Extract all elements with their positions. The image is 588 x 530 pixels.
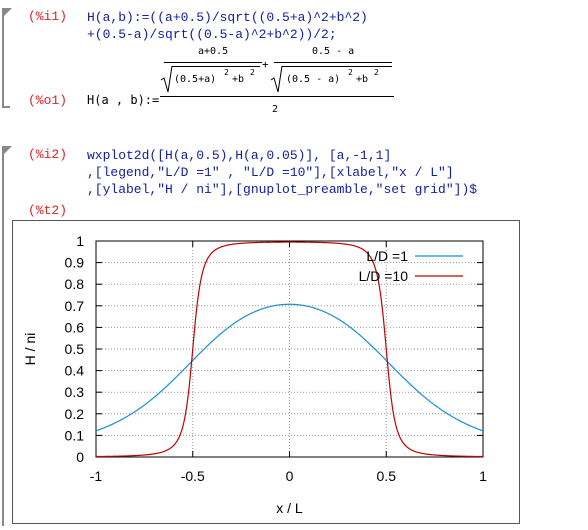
y-tick-label: 0.6 bbox=[65, 319, 85, 335]
main-frac-line bbox=[160, 96, 394, 97]
denominator-2-tail: +b bbox=[356, 74, 369, 85]
y-tick-label: 1 bbox=[76, 233, 84, 249]
x-tick-label: 1 bbox=[479, 468, 487, 484]
y-tick-label: 0.5 bbox=[65, 341, 85, 357]
y-tick-label: 0.7 bbox=[65, 298, 85, 314]
sqrt-bar-1 bbox=[172, 66, 260, 67]
series-line-2 bbox=[95, 241, 484, 458]
main-denominator: 2 bbox=[272, 104, 279, 115]
sqrt-bar-2 bbox=[282, 66, 392, 67]
y-tick-label: 0.4 bbox=[65, 363, 85, 379]
x-tick-label: 0.5 bbox=[377, 468, 397, 484]
plot-frame[interactable]: 0 0.1 0.2 0.3 0.4 0.5 0.6 0.7 0.8 0.9 1 -1 -0.5 0 0.5 1… bbox=[12, 220, 520, 524]
cell-bracket-2[interactable] bbox=[2, 146, 10, 526]
denominator-2: (0.5 - a) bbox=[286, 74, 341, 85]
input-code-1-line-1[interactable]: H(a,b):=((a+0.5)/sqrt((0.5+a)^2+b^2) bbox=[87, 10, 368, 25]
denominator-1-tail-exp: 2 bbox=[250, 68, 255, 77]
cell-bracket-1[interactable] bbox=[2, 8, 10, 108]
denominator-1-tail: +b bbox=[232, 74, 245, 85]
input-label-1: (%i1) bbox=[28, 9, 68, 24]
frac-line-1 bbox=[164, 62, 262, 63]
denominator-1-exp: 2 bbox=[224, 68, 229, 77]
y-tick-label: 0.3 bbox=[65, 384, 85, 400]
x-tick-label: -0.5 bbox=[181, 468, 205, 484]
output-lhs: H(a , b):= bbox=[87, 93, 160, 107]
denominator-1: (0.5+a) bbox=[174, 74, 217, 85]
sqrt-sign-2 bbox=[270, 65, 283, 93]
input-code-2-line-3[interactable]: ,[ylabel,"H / ni"],[gnuplot_preamble,"se… bbox=[87, 182, 478, 197]
input-code-2-line-2[interactable]: ,[legend,"L/D =1" , "L/D =10"],[xlabel,"… bbox=[87, 165, 454, 180]
denominator-2-tail-exp: 2 bbox=[374, 68, 379, 77]
output-label-2: (%t2) bbox=[28, 203, 68, 218]
y-tick-label: 0.2 bbox=[65, 406, 85, 422]
y-tick-label: 0.8 bbox=[65, 276, 85, 292]
output-label-1: (%o1) bbox=[28, 93, 68, 108]
input-code-2-line-1[interactable]: wxplot2d([H(a,0.5),H(a,0.05)], [a,-1,1] bbox=[87, 148, 392, 163]
plot-svg: 0 0.1 0.2 0.3 0.4 0.5 0.6 0.7 0.8 0.9 1 -1 -0.5 0 0.5 1… bbox=[22, 233, 487, 516]
numerator-1: a+0.5 bbox=[198, 46, 229, 57]
legend-label-2: L/D =10 bbox=[359, 268, 409, 284]
y-tick-label: 0.1 bbox=[65, 427, 85, 443]
output-fraction: a+0.5 (0.5+a) 2 +b 2 + 0.5 - a (0.5 - a)… bbox=[160, 44, 396, 124]
y-tick-label: 0.9 bbox=[65, 255, 85, 271]
y-tick-label: 0 bbox=[76, 449, 84, 465]
input-label-2: (%i2) bbox=[28, 147, 68, 162]
x-tick-label: -1 bbox=[90, 468, 103, 484]
sqrt-sign-1 bbox=[160, 65, 173, 93]
numerator-2: 0.5 - a bbox=[312, 46, 355, 57]
plus-sign: + bbox=[262, 58, 269, 71]
series-line-1 bbox=[95, 303, 484, 432]
denominator-2-exp: 2 bbox=[348, 68, 353, 77]
x-tick-label: 0 bbox=[286, 468, 294, 484]
frac-line-2 bbox=[274, 62, 392, 63]
y-axis-label: H / ni bbox=[22, 333, 38, 366]
input-code-1-line-2[interactable]: +(0.5-a)/sqrt((0.5-a)^2+b^2))/2; bbox=[87, 27, 337, 42]
cell-collapse-triangle-1[interactable] bbox=[2, 8, 12, 18]
legend-label-1: L/D =1 bbox=[366, 248, 408, 264]
cell-collapse-triangle-2[interactable] bbox=[2, 146, 12, 156]
x-axis-label: x / L bbox=[276, 500, 303, 516]
